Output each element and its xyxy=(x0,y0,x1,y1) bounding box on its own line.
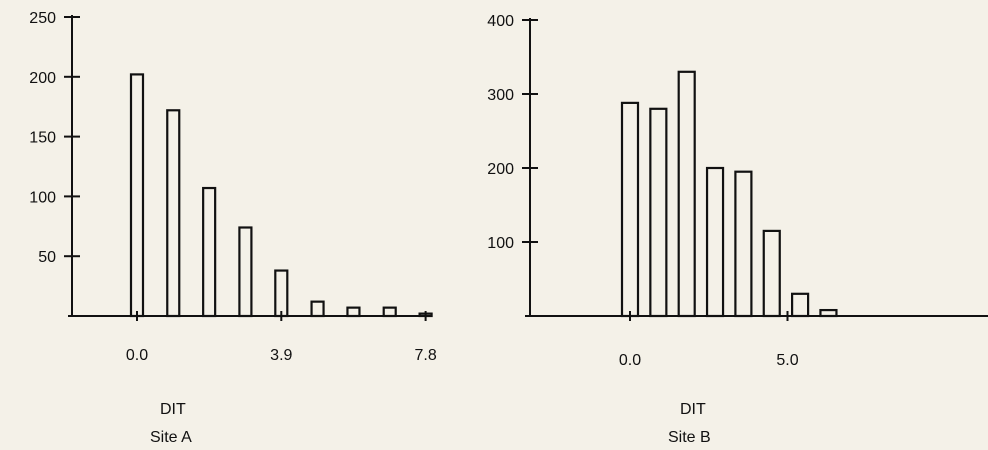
bar-site-b xyxy=(677,70,696,318)
y-tick-label-site-a: 50 xyxy=(38,249,56,266)
x-tick-label-site-a: 7.8 xyxy=(414,347,436,364)
x-tick-label-site-a: 0.0 xyxy=(126,347,148,364)
bar-site-b xyxy=(819,308,838,318)
bar-site-b xyxy=(705,166,725,318)
y-tick-label-site-b: 400 xyxy=(487,13,514,30)
y-tick-label-site-a: 150 xyxy=(29,130,56,147)
x-tick-label-site-a: 3.9 xyxy=(270,347,292,364)
bar-site-a xyxy=(202,186,217,318)
bar-site-a xyxy=(346,306,361,318)
x-axis-label-site-b: DIT xyxy=(680,401,706,418)
chart-site-a: DIT Site A 50 100 150 200 250 0.0 3.9 7.8 xyxy=(29,10,437,446)
y-tick-label-site-a: 200 xyxy=(29,70,56,87)
y-tick-label-site-b: 300 xyxy=(487,87,514,104)
bar-site-a xyxy=(310,300,325,318)
chart-site-b: DIT Site B 100 200 300 400 0.0 5.0 xyxy=(487,13,988,446)
bar-site-a xyxy=(274,269,289,318)
y-tick-label-site-b: 100 xyxy=(487,235,514,252)
x-axis-label-site-a: DIT xyxy=(160,401,186,418)
subtitle-site-a: Site A xyxy=(150,429,192,446)
bar-site-b xyxy=(790,292,810,318)
bar-site-b xyxy=(649,107,668,318)
x-tick-label-site-b: 5.0 xyxy=(776,352,798,369)
bar-site-a xyxy=(166,109,181,318)
bar-site-a xyxy=(238,226,253,318)
bar-site-b xyxy=(734,170,753,318)
subtitle-site-b: Site B xyxy=(668,429,711,446)
bar-site-b xyxy=(620,101,640,318)
y-tick-label-site-b: 200 xyxy=(487,161,514,178)
x-tick-label-site-b: 0.0 xyxy=(619,352,641,369)
bar-site-a xyxy=(129,73,145,318)
bar-site-b xyxy=(762,229,781,318)
bar-site-a xyxy=(382,306,397,318)
y-tick-label-site-a: 100 xyxy=(29,189,56,206)
y-tick-label-site-a: 250 xyxy=(29,10,56,27)
